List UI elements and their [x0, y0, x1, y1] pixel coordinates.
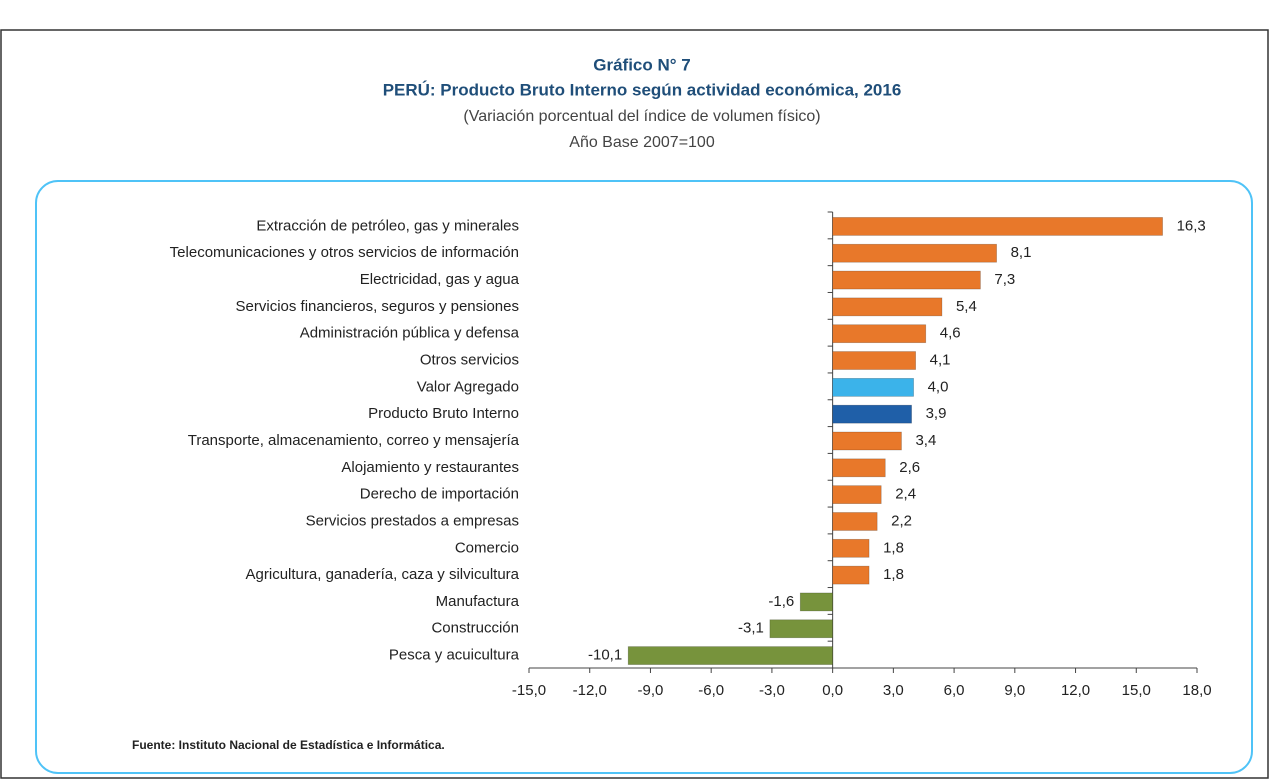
category-label: Servicios prestados a empresas — [306, 512, 519, 529]
category-label: Pesca y acuicultura — [389, 647, 520, 664]
category-label: Construcción — [431, 620, 519, 637]
x-tick-label: 15,0 — [1122, 682, 1151, 699]
category-label: Electricidad, gas y agua — [360, 271, 520, 288]
bar — [832, 431, 902, 451]
category-label: Servicios financieros, seguros y pension… — [236, 298, 519, 315]
category-label: Producto Bruto Interno — [368, 405, 519, 422]
category-label: Valor Agregado — [417, 378, 519, 395]
bar — [832, 485, 882, 504]
bar — [832, 378, 914, 397]
value-label: -10,1 — [588, 647, 622, 664]
x-tick-label: 0,0 — [822, 682, 843, 699]
bar — [769, 619, 833, 639]
value-label: -3,1 — [738, 620, 764, 637]
bar — [832, 404, 912, 424]
bar — [832, 512, 878, 531]
bar — [832, 270, 981, 290]
bar — [832, 324, 927, 344]
bar — [799, 592, 833, 612]
x-tick-label: -3,0 — [759, 682, 785, 699]
chart-frame — [35, 180, 1253, 774]
category-label: Telecomunicaciones y otros servicios de … — [170, 244, 519, 261]
x-tick-label: 9,0 — [1004, 682, 1025, 699]
x-tick-label: 18,0 — [1182, 682, 1211, 699]
value-label: 16,3 — [1177, 217, 1206, 234]
value-label: 8,1 — [1011, 244, 1032, 261]
category-label: Transporte, almacenamiento, correo y men… — [188, 432, 520, 449]
value-label: 2,4 — [895, 486, 916, 503]
category-label: Agricultura, ganadería, caza y silvicult… — [246, 566, 520, 583]
x-tick-label: -12,0 — [573, 682, 607, 699]
bar — [627, 646, 833, 665]
category-label: Derecho de importación — [360, 486, 519, 503]
value-label: 3,4 — [915, 432, 936, 449]
x-tick-label: 12,0 — [1061, 682, 1090, 699]
page-frame — [0, 29, 1269, 779]
bar — [832, 243, 997, 263]
bar — [832, 565, 870, 585]
value-label: 5,4 — [956, 298, 977, 315]
bar — [832, 297, 943, 317]
value-label: 3,9 — [926, 405, 947, 422]
category-label: Otros servicios — [420, 351, 519, 368]
value-label: 7,3 — [994, 271, 1015, 288]
value-label: -1,6 — [768, 593, 794, 610]
chart-subtitle: Año Base 2007=100 — [569, 134, 715, 151]
bar — [832, 538, 870, 558]
x-tick-label: -15,0 — [512, 682, 546, 699]
chart-subtitle: PERÚ: Producto Bruto Interno según activ… — [383, 80, 902, 99]
value-label: 4,1 — [930, 351, 951, 368]
bar — [832, 351, 916, 370]
category-label: Comercio — [455, 539, 519, 556]
x-tick-label: 6,0 — [944, 682, 965, 699]
value-label: 4,6 — [940, 325, 961, 342]
x-tick-label: -6,0 — [698, 682, 724, 699]
category-label: Extracción de petróleo, gas y minerales — [256, 217, 519, 234]
value-label: 2,6 — [899, 459, 920, 476]
x-tick-label: 3,0 — [883, 682, 904, 699]
value-label: 2,2 — [891, 512, 912, 529]
bar — [832, 458, 886, 478]
source-note: Fuente: Instituto Nacional de Estadístic… — [132, 738, 445, 752]
chart-title: Gráfico N° 7 — [593, 55, 691, 74]
x-tick-label: -9,0 — [638, 682, 664, 699]
value-label: 1,8 — [883, 566, 904, 583]
value-label: 1,8 — [883, 539, 904, 556]
bar — [832, 217, 1163, 236]
chart-subtitle: (Variación porcentual del índice de volu… — [463, 108, 820, 125]
value-label: 4,0 — [928, 378, 949, 395]
category-label: Alojamiento y restaurantes — [341, 459, 519, 476]
category-label: Administración pública y defensa — [300, 325, 520, 342]
category-label: Manufactura — [436, 593, 520, 610]
